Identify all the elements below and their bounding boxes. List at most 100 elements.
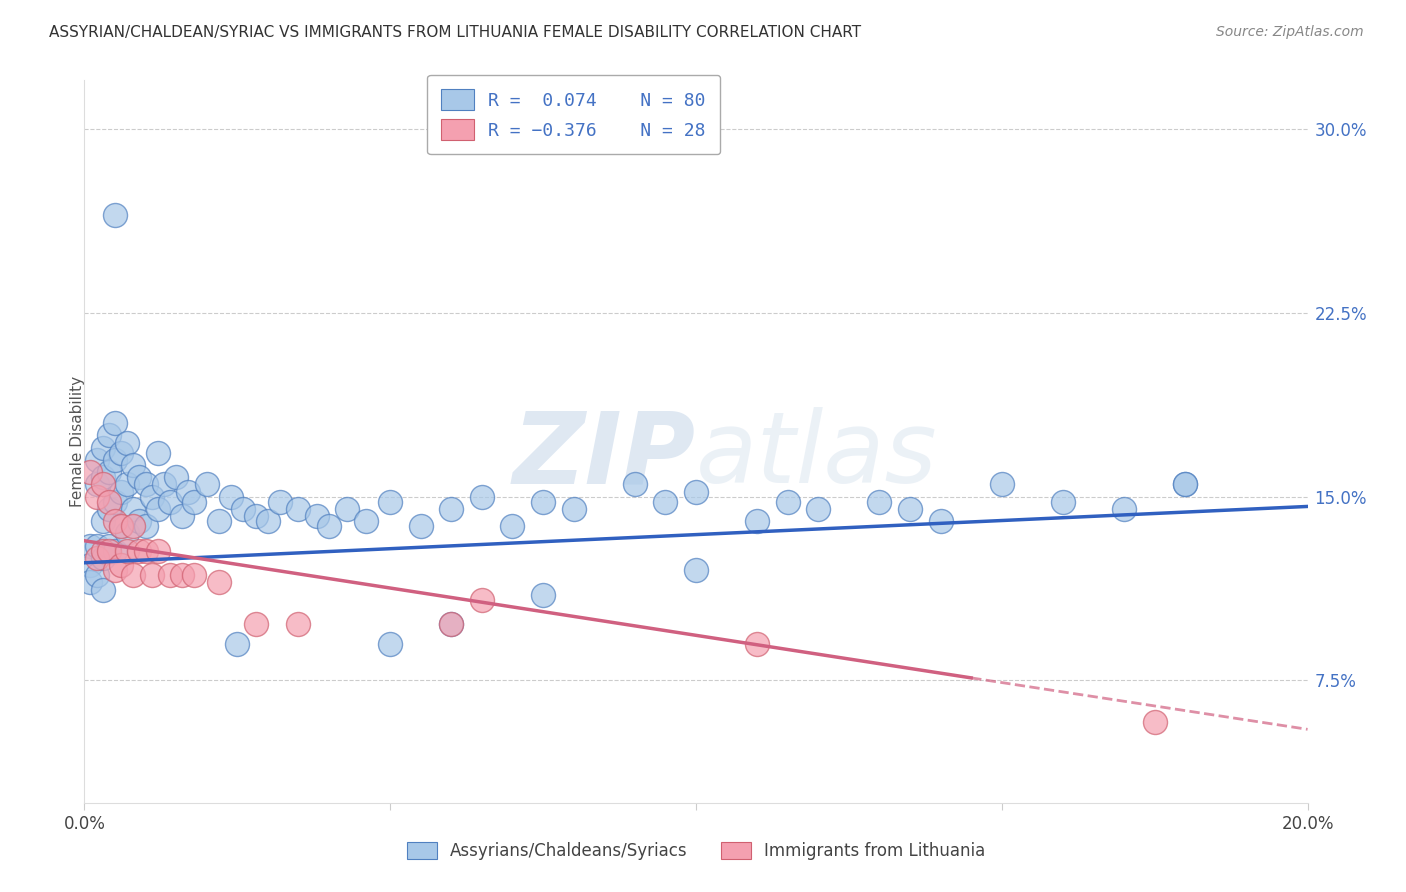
Point (898, 502, 921, 516)
Point (104, 543, 127, 558)
Point (929, 514, 952, 528)
Point (165, 470, 187, 484)
Point (183, 568, 205, 582)
Point (115, 526, 138, 541)
Point (177, 484, 200, 499)
Point (208, 514, 231, 528)
Point (91, 441, 114, 455)
Point (128, 514, 150, 528)
Point (318, 519, 340, 533)
Point (208, 575, 231, 590)
Point (79, 465, 101, 479)
Point (91, 477, 114, 491)
Point (269, 494, 291, 508)
Point (135, 477, 157, 491)
Point (110, 558, 132, 573)
Point (135, 519, 157, 533)
Point (128, 470, 150, 484)
Point (1143, 714, 1166, 729)
Point (79, 558, 101, 573)
Point (336, 502, 359, 516)
Point (183, 494, 205, 508)
Point (440, 502, 463, 516)
Point (1114, 502, 1136, 516)
Point (86, 490, 108, 504)
Point (86, 453, 108, 467)
Point (122, 502, 145, 516)
Point (257, 514, 280, 528)
Point (287, 502, 309, 516)
Point (776, 494, 799, 508)
Point (380, 637, 402, 651)
Point (86, 477, 108, 491)
Point (141, 568, 163, 582)
Point (97, 494, 120, 508)
Text: Source: ZipAtlas.com: Source: ZipAtlas.com (1216, 25, 1364, 39)
Point (562, 502, 585, 516)
Point (991, 477, 1014, 491)
Point (146, 543, 169, 558)
Text: atlas: atlas (696, 408, 938, 505)
Point (232, 502, 254, 516)
Point (122, 519, 145, 533)
Point (104, 453, 127, 467)
Point (245, 617, 267, 632)
Point (91, 582, 114, 597)
Point (110, 519, 132, 533)
Point (86, 539, 108, 553)
Point (685, 563, 707, 577)
Point (110, 519, 132, 533)
Point (97, 543, 120, 558)
Point (172, 509, 194, 524)
Point (91, 550, 114, 565)
Point (1174, 477, 1197, 491)
Point (245, 509, 267, 524)
Point (104, 514, 127, 528)
Point (624, 477, 647, 491)
Point (91, 470, 114, 484)
Point (97, 539, 120, 553)
Point (807, 502, 830, 516)
Point (654, 494, 676, 508)
Point (172, 568, 194, 582)
Point (141, 490, 163, 504)
Point (471, 490, 494, 504)
Text: ASSYRIAN/CHALDEAN/SYRIAC VS IMMIGRANTS FROM LITHUANIA FEMALE DISABILITY CORRELAT: ASSYRIAN/CHALDEAN/SYRIAC VS IMMIGRANTS F… (49, 25, 862, 40)
Point (91, 543, 114, 558)
Point (97, 502, 120, 516)
Point (115, 435, 138, 450)
Point (531, 588, 554, 602)
Point (128, 543, 150, 558)
Point (531, 494, 554, 508)
Y-axis label: Female Disability: Female Disability (70, 376, 84, 508)
Text: ZIP: ZIP (513, 408, 696, 505)
Point (287, 617, 309, 632)
Point (305, 509, 328, 524)
Point (97, 465, 120, 479)
Point (226, 637, 249, 651)
Point (159, 568, 181, 582)
Point (79, 539, 101, 553)
Point (86, 568, 108, 582)
Point (1052, 494, 1074, 508)
Point (91, 514, 114, 528)
Point (747, 637, 769, 651)
Point (104, 208, 127, 222)
Point (471, 592, 494, 607)
Point (869, 494, 891, 508)
Point (104, 494, 127, 508)
Point (1174, 477, 1197, 491)
Point (104, 416, 127, 430)
Legend: Assyrians/Chaldeans/Syriacs, Immigrants from Lithuania: Assyrians/Chaldeans/Syriacs, Immigrants … (399, 835, 993, 867)
Point (122, 458, 145, 472)
Point (219, 490, 242, 504)
Point (502, 519, 524, 533)
Point (146, 502, 169, 516)
Point (747, 514, 769, 528)
Point (409, 519, 432, 533)
Point (195, 477, 218, 491)
Point (354, 514, 377, 528)
Point (115, 477, 138, 491)
Point (122, 568, 145, 582)
Point (97, 428, 120, 442)
